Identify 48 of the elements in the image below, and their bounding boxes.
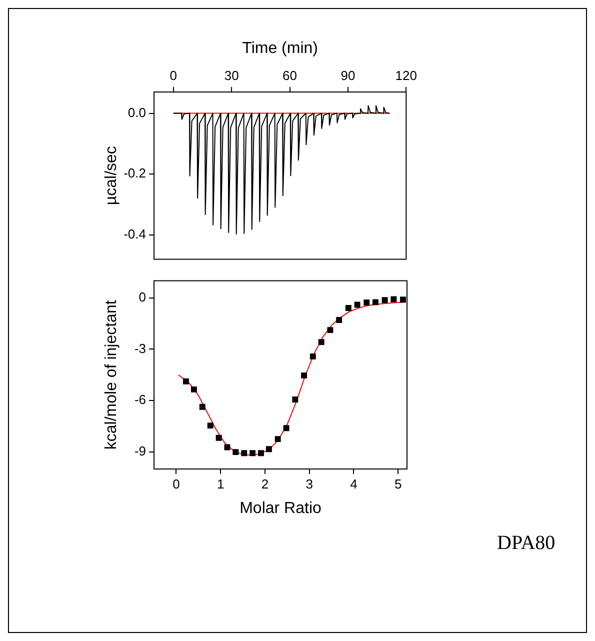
point	[182, 378, 189, 384]
point	[400, 296, 406, 303]
x-tick-label: 5	[394, 476, 402, 492]
point	[310, 353, 316, 360]
y-tick-label: -3	[134, 340, 146, 356]
x-tick-label: 30	[224, 68, 239, 83]
x-tick-label: 0	[172, 476, 180, 492]
point	[390, 296, 397, 302]
point	[327, 327, 334, 334]
x-tick-label: 2	[261, 476, 269, 492]
point	[354, 302, 360, 308]
x-tick-label: 3	[306, 476, 313, 492]
point	[364, 300, 370, 306]
x-tick-label: 90	[340, 68, 356, 83]
x-axis-title: Time (min)	[242, 40, 318, 58]
y-tick-label: -0.2	[124, 166, 146, 181]
point	[216, 434, 222, 441]
point	[207, 422, 214, 429]
y-tick-label: 0.0	[128, 104, 146, 120]
x-tick-label: 120	[395, 68, 418, 83]
point	[232, 449, 239, 456]
point	[250, 450, 256, 456]
point	[292, 396, 298, 403]
text: DPA80	[497, 532, 556, 555]
point	[241, 450, 248, 456]
y-tick-label: -9	[134, 443, 146, 458]
x-tick-label: 0	[170, 68, 178, 83]
point	[190, 386, 197, 392]
x-axis-title: Molar Ratio	[240, 500, 322, 517]
x-tick-label: 1	[216, 476, 224, 492]
y-axis-title: kcal/mole of injectant	[103, 300, 120, 450]
y-tick-label: -6	[134, 392, 146, 408]
point	[336, 317, 342, 323]
point	[372, 299, 378, 306]
point	[345, 305, 352, 311]
x-tick-label: 60	[282, 68, 298, 83]
y-axis-title: µcal/sec	[103, 146, 120, 206]
point	[318, 339, 324, 346]
point	[266, 446, 272, 452]
point	[301, 372, 307, 378]
point	[274, 436, 281, 442]
y-tick-label: -0.4	[124, 226, 146, 242]
point	[283, 425, 290, 432]
x-tick-label: 4	[350, 476, 358, 492]
point	[199, 404, 206, 410]
point	[382, 297, 388, 304]
y-tick-label: 0	[138, 289, 146, 304]
point	[258, 450, 264, 456]
